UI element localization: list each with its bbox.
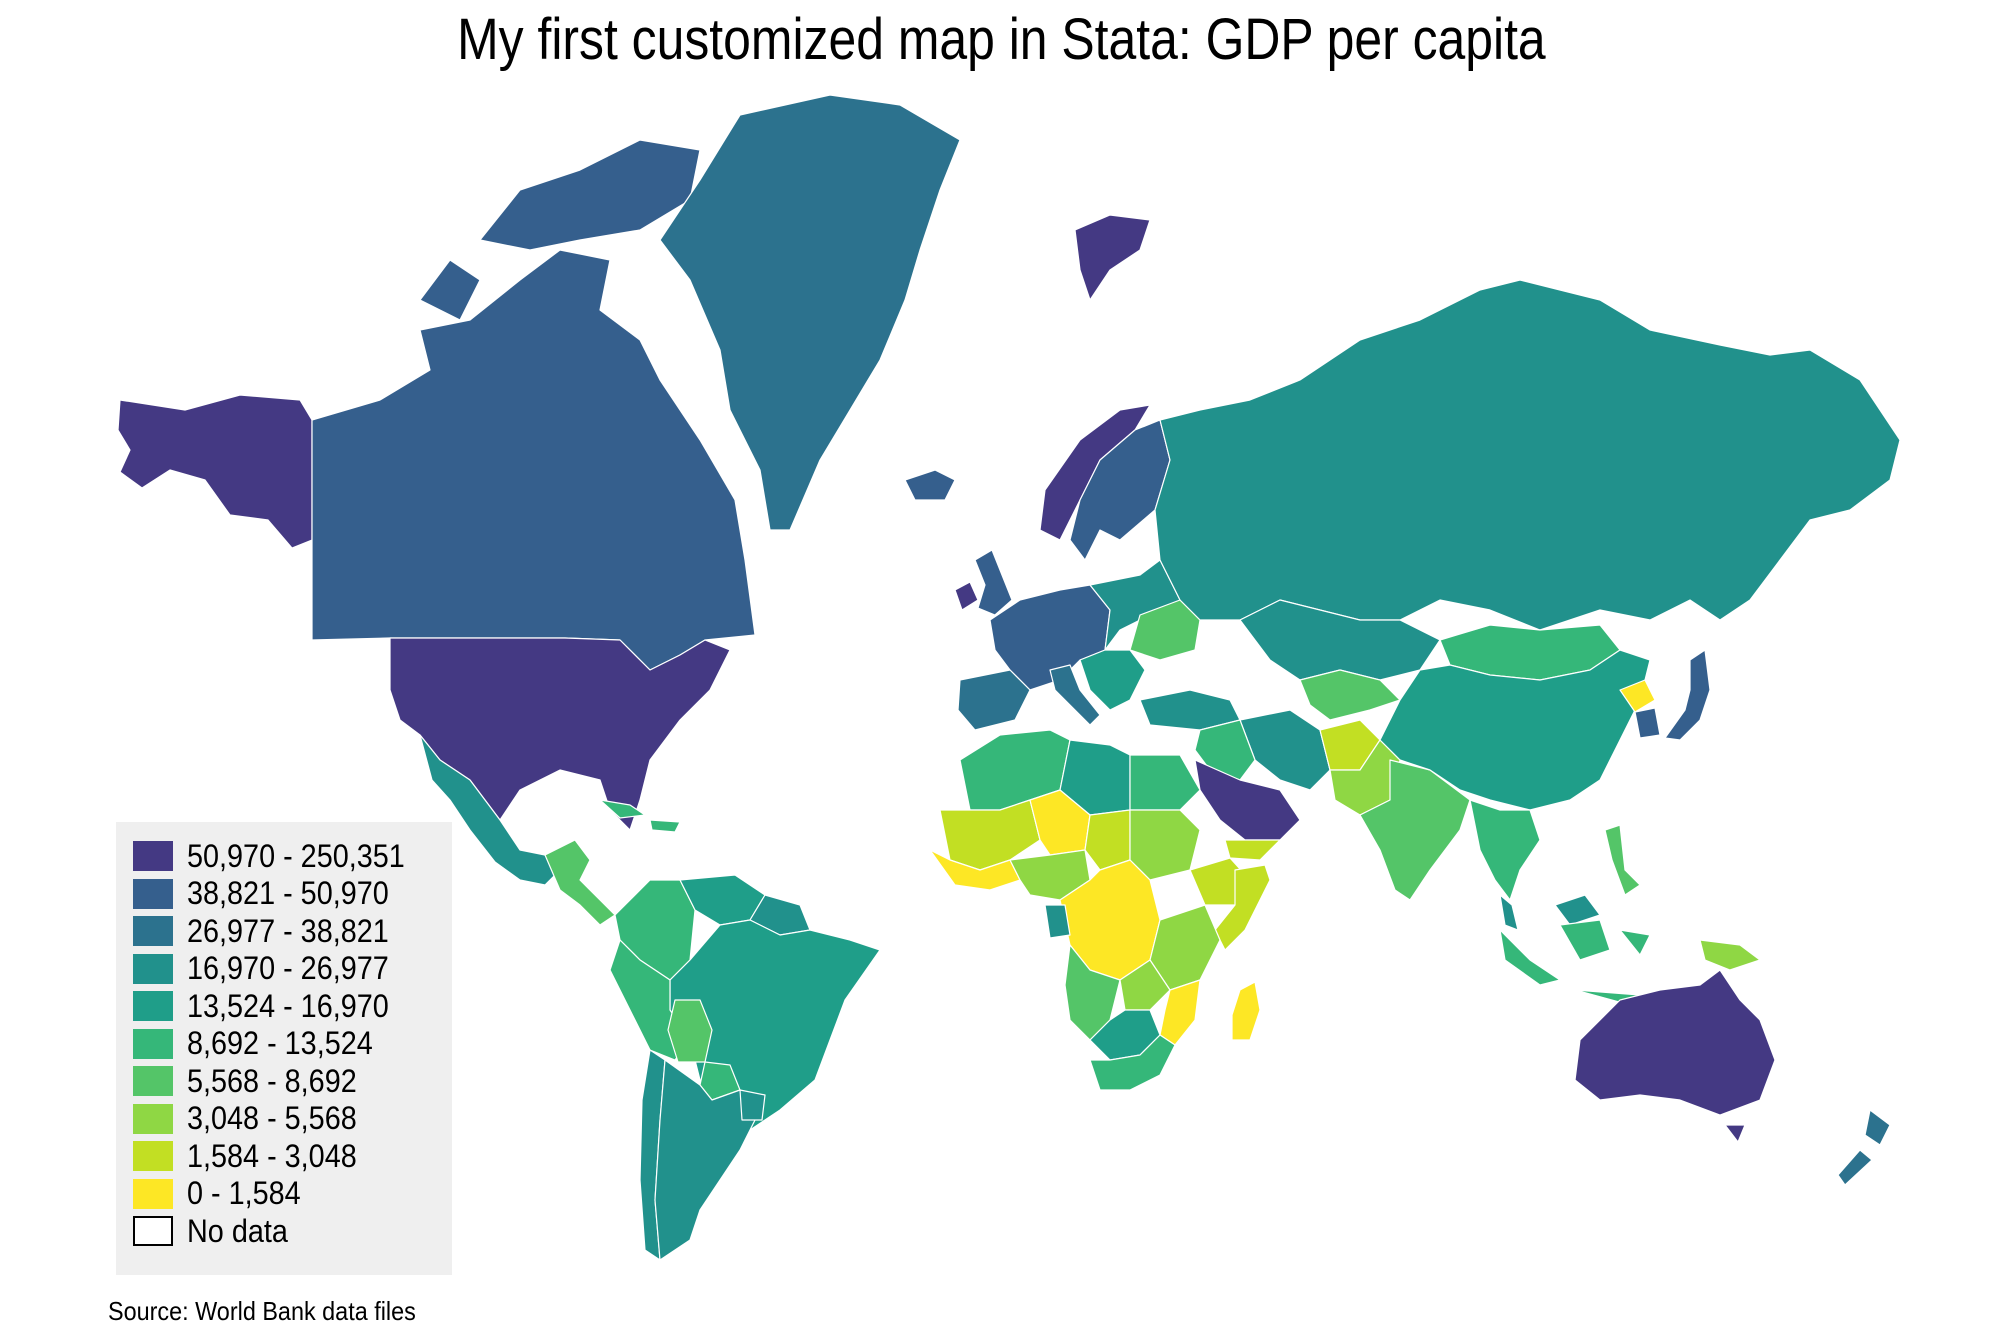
map-title: My first customized map in Stata: GDP pe…: [457, 7, 1546, 72]
legend-label: 50,970 - 250,351: [187, 837, 405, 874]
region-southeast-asia: [1469, 799, 1541, 901]
region-malaysia: [1499, 894, 1601, 931]
source-note: Source: World Bank data files: [108, 1296, 416, 1326]
legend-swatch: [133, 1178, 173, 1209]
region-south-korea: [1634, 707, 1661, 739]
region-svalbard: [1074, 214, 1151, 301]
legend-swatch: [133, 841, 173, 871]
region-gabon: [1044, 904, 1071, 939]
region-chad: [1084, 809, 1131, 871]
legend-label: No data: [187, 1212, 288, 1249]
legend-label: 1,584 - 3,048: [187, 1137, 357, 1174]
legend-label: 13,524 - 16,970: [187, 987, 389, 1024]
region-russia: [1154, 279, 1901, 631]
legend-item: 1,584 - 3,048: [133, 1138, 376, 1174]
legend-item: 5,568 - 8,692: [133, 1063, 376, 1099]
region-north-korea: [1619, 679, 1656, 713]
region-new-zealand: [1837, 1109, 1891, 1186]
legend-swatch: [133, 991, 173, 1021]
legend-item: No data: [133, 1213, 299, 1249]
region-china: [1379, 649, 1651, 811]
region-balkans: [1079, 649, 1146, 711]
legend-item: 16,970 - 26,977: [133, 950, 411, 987]
region-usa: [389, 637, 731, 831]
region-yemen: [1224, 839, 1281, 861]
region-south-africa: [1089, 1034, 1176, 1091]
legend-item: 26,977 - 38,821: [133, 913, 411, 949]
legend-label: 16,970 - 26,977: [187, 950, 389, 986]
legend-label: 3,048 - 5,568: [187, 1100, 357, 1136]
region-somalia: [1214, 864, 1271, 951]
region-central-asia: [1299, 669, 1401, 721]
legend-swatch: [133, 1028, 173, 1059]
region-indonesia: [1499, 919, 1661, 1006]
region-india: [1359, 759, 1471, 901]
legend-item: 8,692 - 13,524: [133, 1025, 393, 1062]
region-italy: [1049, 664, 1101, 726]
region-uruguay: [739, 1089, 766, 1121]
legend-label: 8,692 - 13,524: [187, 1025, 373, 1061]
region-sudan: [1129, 809, 1201, 881]
legend-swatch: [133, 916, 173, 946]
region-greenland: [659, 94, 961, 531]
legend-item: 38,821 - 50,970: [133, 875, 411, 912]
legend-item: 0 - 1,584: [133, 1175, 313, 1212]
region-caribbean: [599, 799, 681, 833]
legend-swatch: [133, 1103, 173, 1134]
legend-label: 5,568 - 8,692: [187, 1062, 357, 1099]
legend-swatch: [133, 1141, 173, 1171]
legend-swatch: [133, 953, 173, 984]
legend-label: 0 - 1,584: [187, 1175, 301, 1211]
region-iberia: [957, 669, 1031, 731]
legend-swatch: [133, 1066, 173, 1096]
region-papua-new-guinea: [1699, 939, 1761, 971]
region-uk: [974, 549, 1013, 616]
region-alaska: [117, 394, 313, 549]
region-madagascar: [1231, 981, 1261, 1041]
region-canada: [311, 139, 756, 671]
region-argentina: [654, 1059, 756, 1261]
region-central-america: [544, 839, 616, 926]
region-iceland: [904, 469, 956, 501]
region-iran: [1239, 709, 1331, 791]
legend-item: 50,970 - 250,351: [133, 838, 429, 874]
region-zambia: [1119, 959, 1171, 1011]
region-kazakhstan: [1239, 599, 1441, 681]
legend-label: 38,821 - 50,970: [187, 875, 389, 911]
legend-swatch: [133, 1216, 173, 1246]
region-australia: [1574, 969, 1776, 1143]
map-legend: 50,970 - 250,351 38,821 - 50,970 26,977 - …: [116, 822, 452, 1275]
region-japan: [1664, 649, 1711, 741]
legend-swatch: [133, 878, 173, 909]
region-mexico: [419, 734, 561, 886]
region-philippines: [1604, 824, 1641, 896]
region-egypt: [1129, 754, 1201, 811]
legend-item: 13,524 - 16,970: [133, 988, 411, 1024]
legend-item: 3,048 - 5,568: [133, 1100, 376, 1137]
region-ireland: [954, 581, 979, 611]
legend-label: 26,977 - 38,821: [187, 912, 389, 949]
